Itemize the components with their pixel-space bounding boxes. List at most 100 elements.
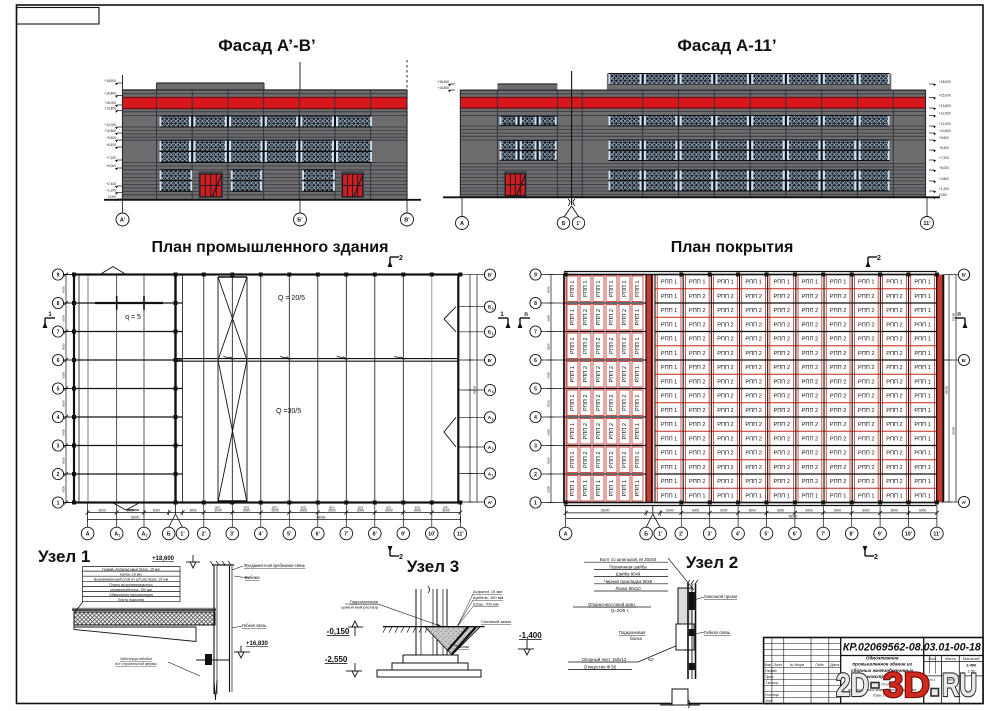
svg-text:6000: 6000 [215, 508, 222, 512]
svg-text:РПП 2: РПП 2 [689, 322, 705, 328]
svg-text:РПП 1: РПП 1 [914, 479, 930, 485]
svg-text:РПП 1: РПП 1 [745, 493, 761, 499]
svg-text:РПП 1: РПП 1 [635, 281, 641, 297]
svg-text:РПП 1: РПП 1 [914, 337, 930, 343]
svg-text:РПП 2: РПП 2 [802, 294, 818, 300]
svg-text:Отверстия Ф 50: Отверстия Ф 50 [584, 665, 617, 670]
svg-text:11’: 11’ [933, 531, 940, 537]
svg-text:РПП 2: РПП 2 [609, 338, 615, 354]
svg-text:ВЛ2: ВЛ2 [244, 505, 250, 509]
svg-text:Узлы 1 2, 3: Узлы 1 2, 3 [873, 693, 892, 697]
svg-text:36000: 36000 [952, 426, 956, 435]
svg-text:РПП 1: РПП 1 [802, 280, 818, 286]
svg-text:+2,400: +2,400 [106, 182, 116, 186]
svg-text:+15,000: +15,000 [939, 93, 951, 97]
svg-text:6000: 6000 [62, 486, 66, 493]
svg-text:2’: 2’ [679, 531, 684, 537]
svg-text:6000: 6000 [357, 508, 364, 512]
svg-text:-2,550: -2,550 [325, 655, 348, 664]
svg-text:РПП 1: РПП 1 [689, 493, 705, 499]
svg-text:керамзитобетона, 100 мм: керамзитобетона, 100 мм [110, 588, 152, 592]
svg-text:КР.02069562-08.03.01-00-18: КР.02069562-08.03.01-00-18 [843, 642, 982, 654]
svg-text:Разраб.: Разраб. [765, 669, 777, 673]
svg-text:РПП 2: РПП 2 [745, 408, 761, 414]
svg-text:1’: 1’ [576, 221, 581, 227]
svg-text:РПП 2: РПП 2 [717, 422, 733, 428]
svg-text:Подп.: Подп. [815, 663, 824, 667]
svg-text:РПП 1: РПП 1 [914, 493, 930, 499]
svg-text:РПП 1: РПП 1 [570, 338, 576, 354]
svg-text:ВЛ1: ВЛ1 [386, 505, 392, 509]
svg-text:6000: 6000 [749, 509, 756, 513]
svg-text:А: А [114, 531, 118, 537]
svg-text:РПП 1: РПП 1 [570, 423, 576, 439]
svg-text:РПП 2: РПП 2 [622, 395, 628, 411]
svg-text:РПП 2: РПП 2 [689, 308, 705, 314]
svg-text:В’: В’ [962, 273, 967, 279]
svg-text:РПП 2: РПП 2 [583, 423, 589, 439]
svg-text:Шлак: Шлак [459, 644, 469, 649]
svg-text:РПП 2: РПП 2 [830, 465, 846, 471]
svg-text:РПП 1: РПП 1 [802, 493, 818, 499]
svg-text:РПП 1: РПП 1 [570, 309, 576, 325]
svg-text:ВЛ1: ВЛ1 [272, 505, 278, 509]
svg-text:+16,800: +16,800 [437, 86, 449, 90]
svg-text:РПП 2: РПП 2 [745, 436, 761, 442]
svg-text:6000: 6000 [243, 508, 250, 512]
svg-text:ВЛ1: ВЛ1 [215, 505, 221, 509]
svg-text:РПП 2: РПП 2 [886, 394, 902, 400]
svg-text:А: А [86, 531, 90, 537]
svg-text:РПП 2: РПП 2 [774, 436, 790, 442]
svg-text:1: 1 [57, 500, 60, 506]
svg-text:Пров.: Пров. [765, 675, 774, 679]
svg-text:РПП 1: РПП 1 [914, 294, 930, 300]
svg-text:6000: 6000 [547, 343, 551, 350]
svg-text:РПП 2: РПП 2 [858, 408, 874, 414]
svg-text:6000: 6000 [891, 509, 898, 513]
svg-text:План промышленного здания: План промышленного здания [152, 239, 389, 256]
svg-text:РПП 2: РПП 2 [886, 436, 902, 442]
svg-text:РПП 1: РПП 1 [914, 351, 930, 357]
svg-text:Фасад А-11’: Фасад А-11’ [677, 36, 776, 55]
svg-text:РПП 2: РПП 2 [689, 379, 705, 385]
svg-text:цементный раствор: цементный раствор [341, 605, 379, 610]
svg-text:1: 1 [492, 474, 494, 478]
svg-text:0,000: 0,000 [108, 195, 116, 199]
svg-text:6000: 6000 [62, 286, 66, 293]
svg-text:Шлак, 700 мм: Шлак, 700 мм [473, 602, 499, 607]
svg-text:ВЛ2: ВЛ2 [415, 505, 421, 509]
svg-text:6’: 6’ [316, 531, 321, 537]
svg-text:5: 5 [534, 386, 537, 392]
svg-text:РПП 1: РПП 1 [774, 493, 790, 499]
svg-text:В’: В’ [404, 217, 410, 223]
svg-text:Лист 1: Лист 1 [923, 678, 936, 682]
svg-text:-1,400: -1,400 [519, 631, 542, 640]
svg-text:промышленных зданий, лист покр: промышленных зданий, лист покрытия [848, 688, 916, 692]
svg-text:РПП 1: РПП 1 [661, 394, 677, 400]
svg-text:Б: Б [488, 305, 492, 311]
svg-text:РПП 2: РПП 2 [858, 436, 874, 442]
svg-text:РПП 1: РПП 1 [914, 436, 930, 442]
svg-text:РПП 2: РПП 2 [717, 479, 733, 485]
svg-text:РПП 2: РПП 2 [830, 294, 846, 300]
svg-text:РПП 1: РПП 1 [914, 280, 930, 286]
svg-text:РПП 2: РПП 2 [886, 479, 902, 485]
svg-text:РПП 1: РПП 1 [886, 493, 902, 499]
svg-text:7’: 7’ [344, 531, 349, 537]
svg-text:РПП 2: РПП 2 [622, 338, 628, 354]
svg-text:10’: 10’ [905, 531, 913, 537]
svg-text:А’: А’ [120, 217, 126, 223]
svg-text:РПП 2: РПП 2 [745, 465, 761, 471]
svg-text:6000: 6000 [547, 457, 551, 464]
svg-text:Гибкая связь: Гибкая связь [242, 623, 267, 628]
svg-text:РПП 1: РПП 1 [661, 408, 677, 414]
svg-text:+10,800: +10,800 [104, 129, 116, 133]
svg-text:6000: 6000 [862, 509, 869, 513]
svg-text:РПП 1: РПП 1 [622, 480, 628, 496]
svg-text:Гравий, Асфальтовый батон, 15: Гравий, Асфальтовый батон, 15 мм [102, 568, 160, 572]
svg-text:РПП 2: РПП 2 [745, 422, 761, 428]
svg-text:7: 7 [534, 329, 537, 335]
svg-text:РПП 1: РПП 1 [570, 281, 576, 297]
svg-text:РПП 2: РПП 2 [745, 294, 761, 300]
svg-text:Опорно-мостовой кран,: Опорно-мостовой кран, [588, 602, 636, 607]
